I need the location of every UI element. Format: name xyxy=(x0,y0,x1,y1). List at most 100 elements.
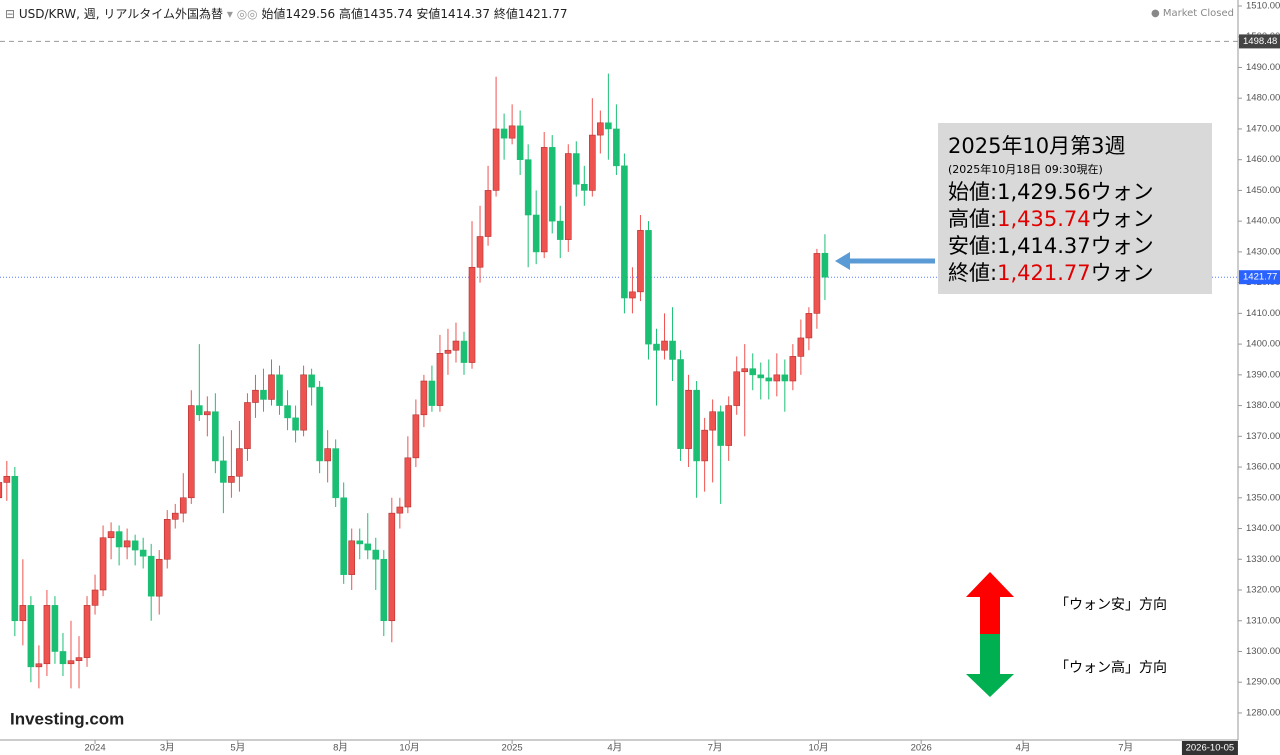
candle xyxy=(412,399,420,468)
candle xyxy=(179,473,187,523)
candle xyxy=(589,98,596,197)
ohlc-label: 終値 xyxy=(494,6,518,21)
candle xyxy=(428,365,436,412)
row-label: 安値: xyxy=(948,234,997,258)
up-arrow xyxy=(966,572,1014,634)
row-unit: ウォン xyxy=(1091,261,1154,285)
candle-body xyxy=(356,540,364,545)
candle xyxy=(187,390,195,504)
candle xyxy=(749,353,757,391)
candle-body xyxy=(532,214,540,253)
candle xyxy=(781,359,789,412)
candle-body xyxy=(621,165,628,299)
row-unit: ウォン xyxy=(1091,234,1154,258)
status-text: Market Closed xyxy=(1163,8,1234,19)
candle xyxy=(805,307,813,351)
y-tick-label: 1480.00 xyxy=(1246,93,1280,104)
candle xyxy=(789,344,797,391)
candle-body xyxy=(171,512,179,520)
candle-body xyxy=(19,605,27,622)
candle xyxy=(564,144,572,252)
row-label: 終値: xyxy=(948,261,997,285)
row-value: 1,429.56 xyxy=(997,180,1091,204)
candle xyxy=(244,393,251,461)
candle xyxy=(332,439,339,508)
candle xyxy=(123,528,131,560)
candle xyxy=(597,110,604,154)
candle xyxy=(75,636,83,689)
candle xyxy=(548,135,556,234)
row-value: 1,414.37 xyxy=(997,234,1091,258)
price-box xyxy=(1239,270,1280,285)
candle-body xyxy=(115,531,123,548)
candle xyxy=(765,359,773,400)
candle-body xyxy=(789,356,797,382)
candle xyxy=(468,221,476,369)
candle-body xyxy=(300,374,307,431)
y-tick-label: 1460.00 xyxy=(1246,154,1280,165)
candle-body xyxy=(260,389,267,400)
candle xyxy=(524,144,532,268)
candle-body xyxy=(388,512,396,622)
candle-body xyxy=(548,147,556,222)
price-box xyxy=(1239,34,1280,49)
candle xyxy=(757,362,765,400)
x-tick-label: 2026 xyxy=(911,743,932,754)
ohlc-label: 安値 xyxy=(416,6,440,21)
cursor-label: 2026-10-05 xyxy=(1186,743,1235,754)
candle-body xyxy=(163,519,171,560)
candle-body xyxy=(284,405,291,419)
candle-body xyxy=(757,374,765,379)
row-unit: ウォン xyxy=(1091,207,1154,231)
candle xyxy=(685,374,692,468)
candle-body xyxy=(131,540,139,551)
down-arrow xyxy=(966,634,1014,697)
candle xyxy=(284,390,291,431)
annotation-row: 終値:1,421.77ウォン xyxy=(948,261,1154,285)
y-tick-label: 1340.00 xyxy=(1246,523,1280,534)
y-tick-label: 1370.00 xyxy=(1246,431,1280,442)
candle xyxy=(388,497,396,643)
candle-body xyxy=(292,417,299,431)
candle-body xyxy=(51,605,59,652)
candle-body xyxy=(316,386,323,462)
candle xyxy=(404,436,412,514)
row-label: 始値: xyxy=(948,180,997,204)
candle-body xyxy=(765,377,773,382)
candle xyxy=(51,596,59,664)
ohlc-value: 1421.77 xyxy=(518,7,568,21)
candle-body xyxy=(91,589,99,606)
candle-body xyxy=(749,368,757,376)
candle-body xyxy=(147,555,155,597)
ohlc-label: 高値 xyxy=(339,6,363,21)
ohlc-value: 1429.56 xyxy=(285,7,335,21)
candle xyxy=(139,537,147,569)
candle-body xyxy=(27,605,35,668)
candle xyxy=(380,550,388,637)
row-unit: ウォン xyxy=(1091,180,1154,204)
ohlc-value: 1414.37 xyxy=(440,7,490,21)
candle xyxy=(717,405,724,504)
candle-body xyxy=(324,448,331,462)
candle xyxy=(212,393,219,474)
candle xyxy=(268,359,275,406)
candle-body xyxy=(396,506,404,514)
candle xyxy=(605,73,612,160)
candle xyxy=(276,365,283,415)
candle-body xyxy=(83,605,91,658)
annotation-row: 高値:1,435.74ウォン xyxy=(948,207,1154,231)
candle xyxy=(59,633,67,677)
annotation-row: 安値:1,414.37ウォン xyxy=(948,234,1154,258)
symbol: USD/KRW, 週, リアルタイム外国為替 xyxy=(19,7,223,21)
candle-body xyxy=(139,549,147,557)
candle xyxy=(196,344,203,421)
market-status: ● Market Closed xyxy=(1151,8,1234,19)
candle xyxy=(11,467,19,637)
candle-body xyxy=(67,660,75,665)
candle-body xyxy=(589,134,596,191)
candle-body xyxy=(685,389,692,449)
candle xyxy=(725,396,732,461)
candle xyxy=(669,307,676,381)
y-tick-label: 1490.00 xyxy=(1246,62,1280,73)
candle xyxy=(637,215,644,302)
